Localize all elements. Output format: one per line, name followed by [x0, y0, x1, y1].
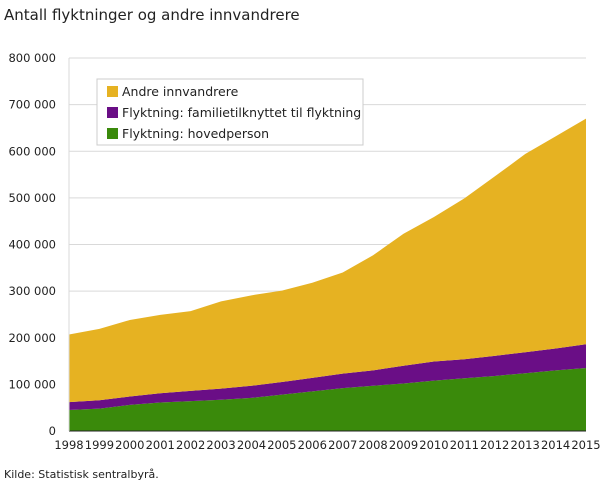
x-tick-label: 2000 [115, 438, 144, 452]
legend-swatch [107, 107, 118, 118]
x-tick-label: 2008 [358, 438, 387, 452]
y-tick-label: 800 000 [8, 51, 56, 65]
y-tick-label: 200 000 [8, 331, 56, 345]
area-andre-innvandrere [69, 118, 586, 403]
y-tick-label: 700 000 [8, 98, 56, 112]
x-tick-label: 2011 [450, 438, 479, 452]
x-tick-label: 2003 [206, 438, 235, 452]
x-tick-label: 2010 [419, 438, 448, 452]
x-tick-label: 2006 [298, 438, 327, 452]
legend-swatch [107, 128, 118, 139]
y-tick-label: 600 000 [8, 144, 56, 158]
chart-title: Antall flyktninger og andre innvandrere [4, 6, 300, 24]
x-tick-label: 2001 [146, 438, 175, 452]
area-flyktning-hovedperson [69, 368, 586, 431]
y-tick-label: 100 000 [8, 377, 56, 391]
x-tick-label: 2004 [237, 438, 266, 452]
x-tick-label: 2015 [571, 438, 600, 452]
area-flyktning-familietilknyttet-til-flyktning [69, 344, 586, 411]
legend-label: Flyktning: familietilknyttet til flyktni… [122, 105, 361, 120]
source-note: Kilde: Statistisk sentralbyrå. [4, 468, 159, 481]
x-tick-label: 1999 [85, 438, 114, 452]
y-tick-label: 0 [49, 424, 56, 438]
x-tick-label: 2013 [511, 438, 540, 452]
y-tick-label: 500 000 [8, 191, 56, 205]
x-tick-label: 2009 [389, 438, 418, 452]
x-tick-label: 2014 [541, 438, 570, 452]
legend-box [96, 78, 364, 146]
x-tick-label: 2012 [480, 438, 509, 452]
x-tick-label: 1998 [54, 438, 83, 452]
x-tick-label: 2007 [328, 438, 357, 452]
legend-label: Flyktning: hovedperson [122, 126, 269, 141]
y-tick-label: 300 000 [8, 284, 56, 298]
x-tick-label: 2005 [267, 438, 296, 452]
x-tick-label: 2002 [176, 438, 205, 452]
legend-swatch [107, 86, 118, 97]
y-tick-label: 400 000 [8, 238, 56, 252]
legend-label: Andre innvandrere [122, 84, 239, 99]
